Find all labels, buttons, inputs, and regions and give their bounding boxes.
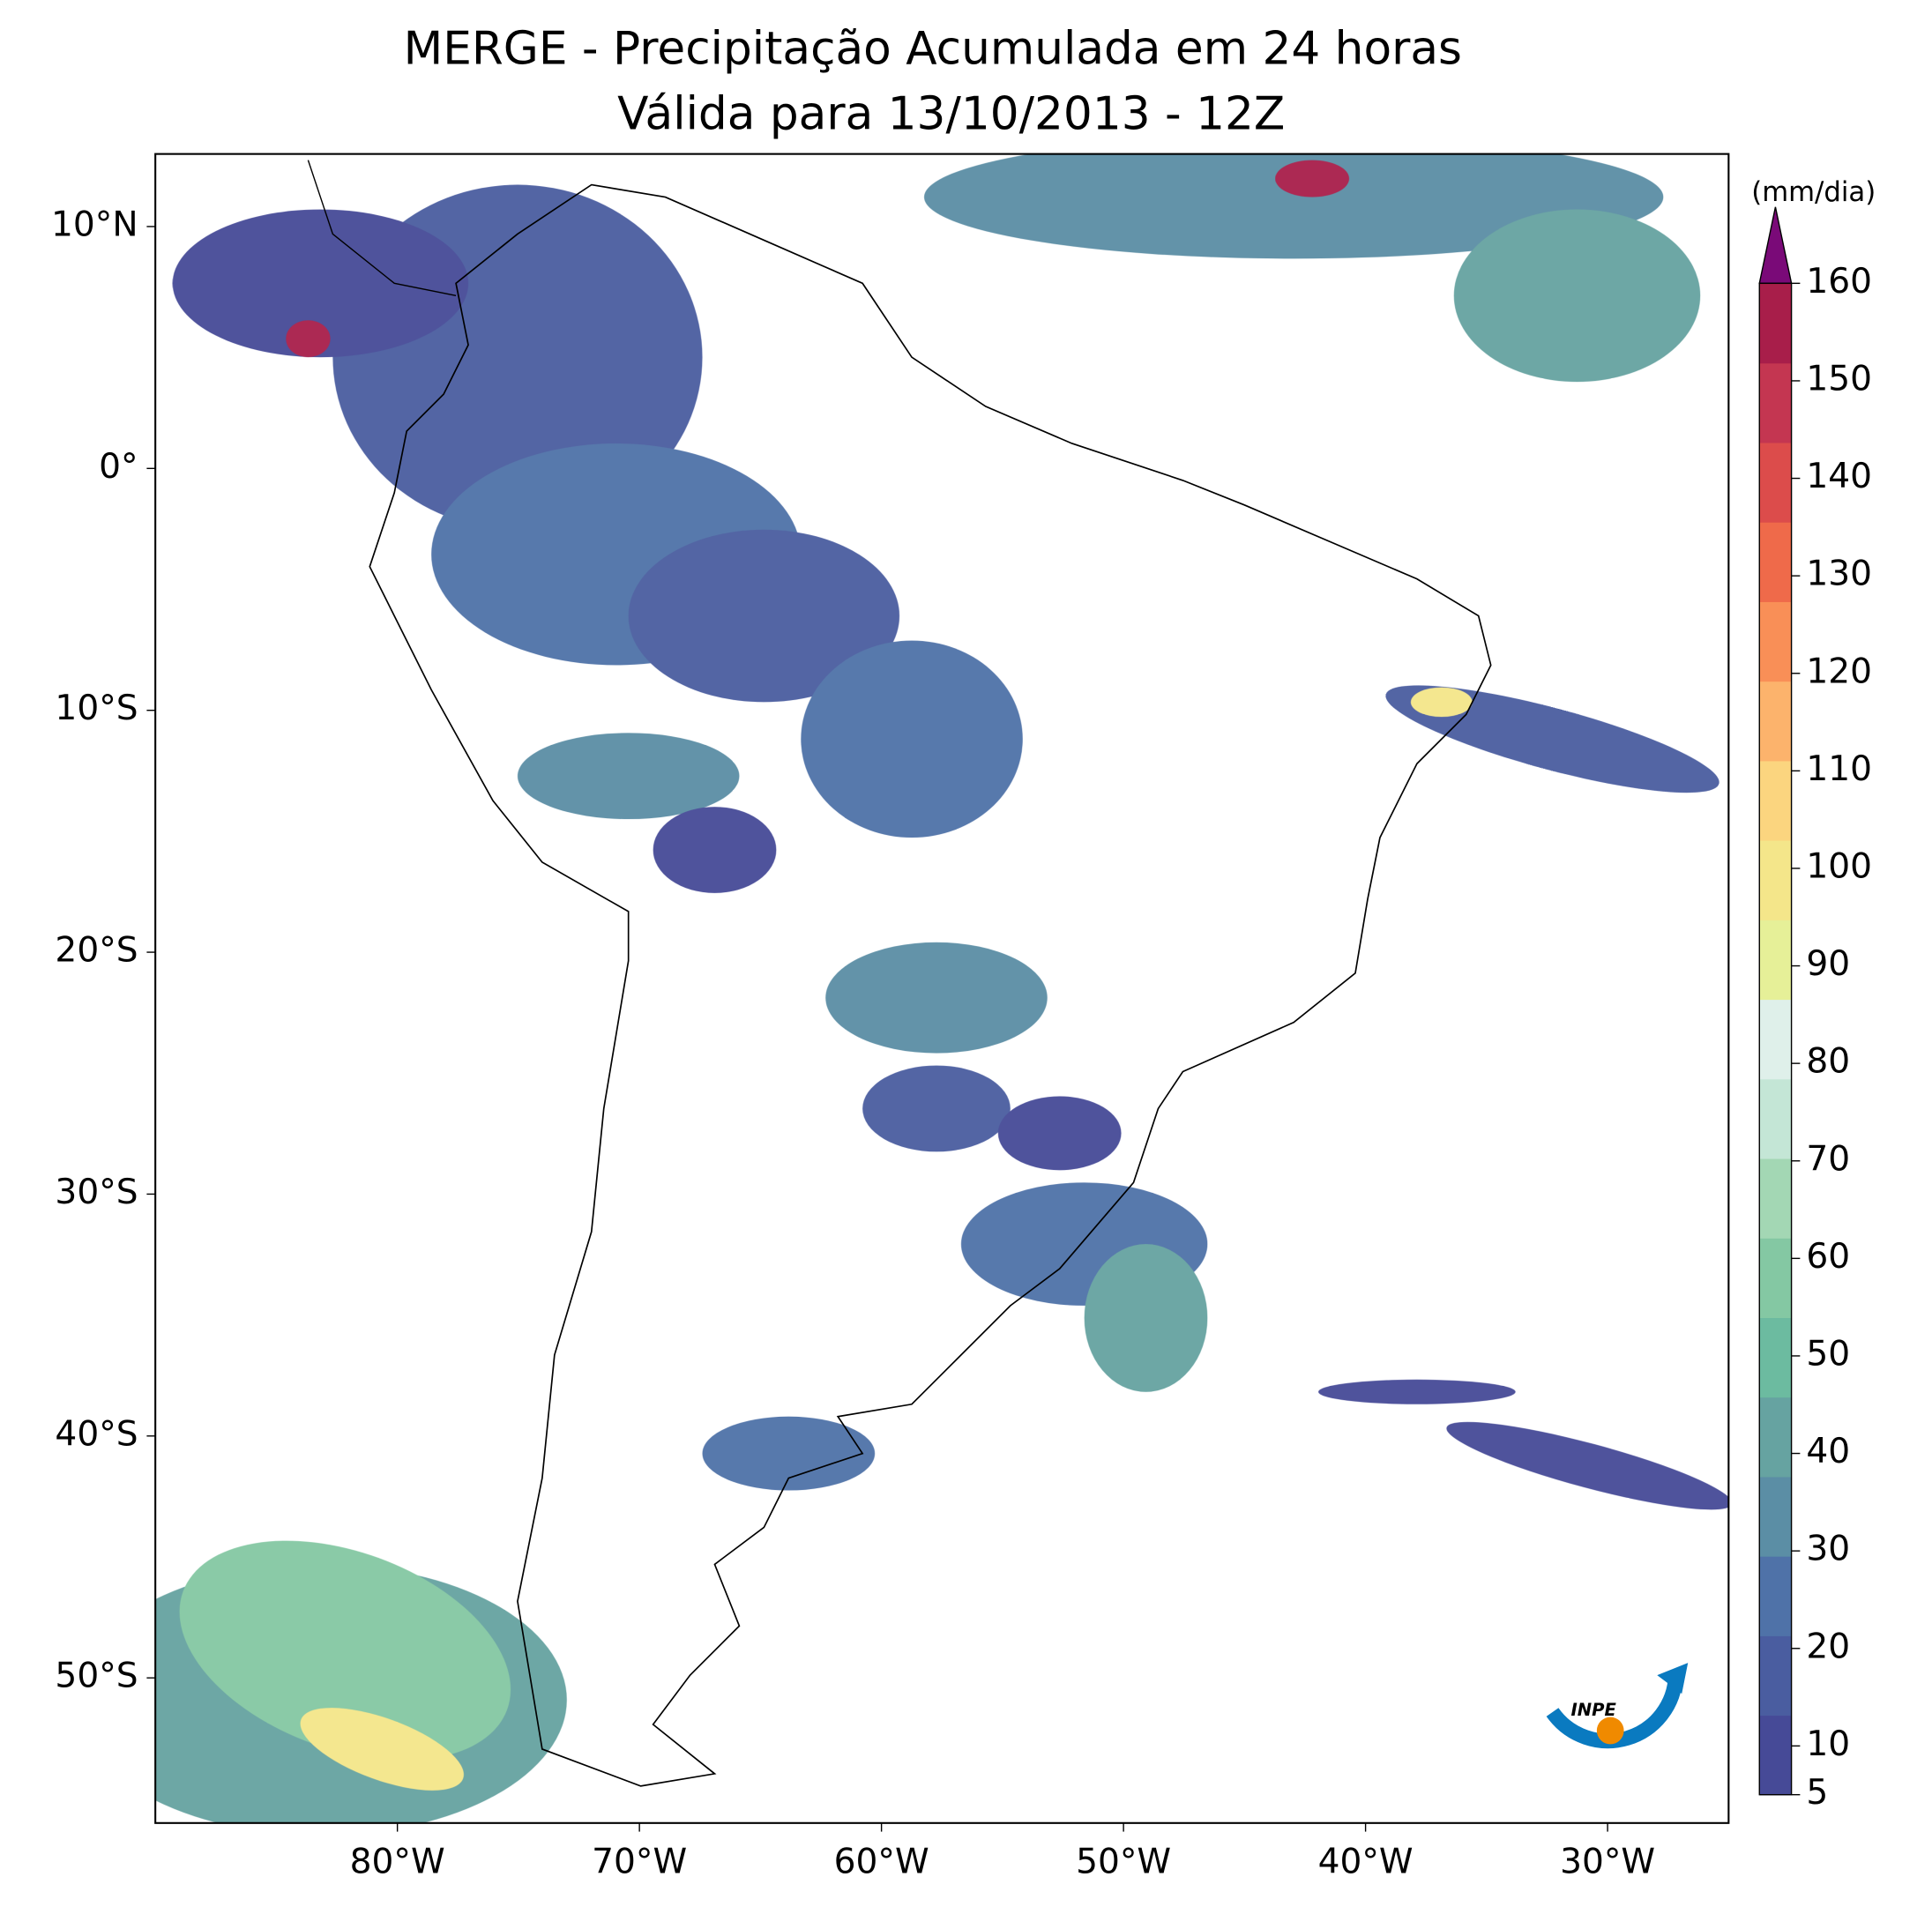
colorbar-tick-label: 10: [1806, 1724, 1850, 1764]
colorbar-tick-label: 100: [1806, 846, 1872, 886]
colorbar-band: [1759, 1715, 1792, 1796]
colorbar-tick-label: 50: [1806, 1334, 1850, 1374]
colorbar-band: [1759, 442, 1792, 523]
colorbar-band: [1759, 1476, 1792, 1557]
x-tick-label: 60°W: [834, 1842, 929, 1881]
colorbar-tick-label: 90: [1806, 944, 1850, 984]
colorbar-tick-label: 80: [1806, 1042, 1850, 1082]
y-tick-label: 10°S: [55, 689, 138, 728]
colorbar-band: [1759, 1317, 1792, 1398]
colorbar-band: [1759, 1158, 1792, 1239]
colorbar-tick-label: 60: [1806, 1237, 1850, 1277]
map-title: MERGE - Precipitação Acumulada em 24 hor…: [404, 23, 1462, 76]
y-tick-label: 0°: [99, 447, 138, 487]
colorbar-band: [1759, 999, 1792, 1080]
y-tick-label: 20°S: [55, 931, 138, 971]
y-tick-label: 30°S: [55, 1173, 138, 1212]
colorbar-tick-label: 110: [1806, 749, 1872, 789]
map-subtitle: Válida para 13/10/2013 - 12Z: [617, 88, 1285, 141]
colorbar-tick-label: 130: [1806, 555, 1872, 594]
colorbar-tick-label: 20: [1806, 1627, 1850, 1666]
colorbar-tick-label: 150: [1806, 359, 1872, 398]
colorbar-band: [1759, 920, 1792, 1001]
colorbar-tick-label: 120: [1806, 652, 1872, 691]
colorbar-tick-label: 5: [1806, 1773, 1828, 1813]
y-tick-label: 40°S: [55, 1414, 138, 1454]
colorbar-band: [1759, 283, 1792, 364]
colorbar-band: [1759, 601, 1792, 682]
colorbar-tick-label: 70: [1806, 1139, 1850, 1179]
x-tick-label: 80°W: [350, 1842, 445, 1881]
colorbar-tick-label: 40: [1806, 1432, 1850, 1471]
map-area: [155, 153, 1729, 1823]
y-tick-label: 50°S: [55, 1657, 138, 1696]
coastline: [369, 183, 1492, 1787]
colorbar-band: [1759, 1238, 1792, 1319]
colorbar-tick-label: 30: [1806, 1530, 1850, 1569]
colorbar-band: [1759, 1555, 1792, 1636]
colorbar-band: [1759, 681, 1792, 762]
colorbar-band: [1759, 1078, 1792, 1159]
colorbar-band: [1759, 760, 1792, 841]
colorbar-frame: [1758, 282, 1793, 1796]
central-america: [307, 160, 457, 297]
colorbar-band: [1759, 1635, 1792, 1717]
colorbar-extend: [1758, 206, 1793, 285]
colorbar-tick-label: 140: [1806, 457, 1872, 496]
x-tick-label: 40°W: [1318, 1842, 1414, 1881]
x-tick-label: 30°W: [1560, 1842, 1655, 1881]
x-tick-label: 70°W: [592, 1842, 687, 1881]
logo: INPE: [1546, 1663, 1689, 1749]
colorbar-band: [1759, 1396, 1792, 1478]
colorbar-band: [1759, 839, 1792, 920]
colorbar-tick-label: 160: [1806, 262, 1872, 302]
y-tick-label: 10°N: [51, 205, 138, 244]
colorbar-label: (mm/dia): [1751, 176, 1876, 208]
logo-text: INPE: [1571, 1700, 1617, 1720]
map-frame: [154, 153, 1730, 1824]
precipitation: [155, 153, 1729, 1823]
colorbar-band: [1759, 522, 1792, 602]
x-tick-label: 50°W: [1076, 1842, 1171, 1881]
colorbar-band: [1759, 362, 1792, 443]
